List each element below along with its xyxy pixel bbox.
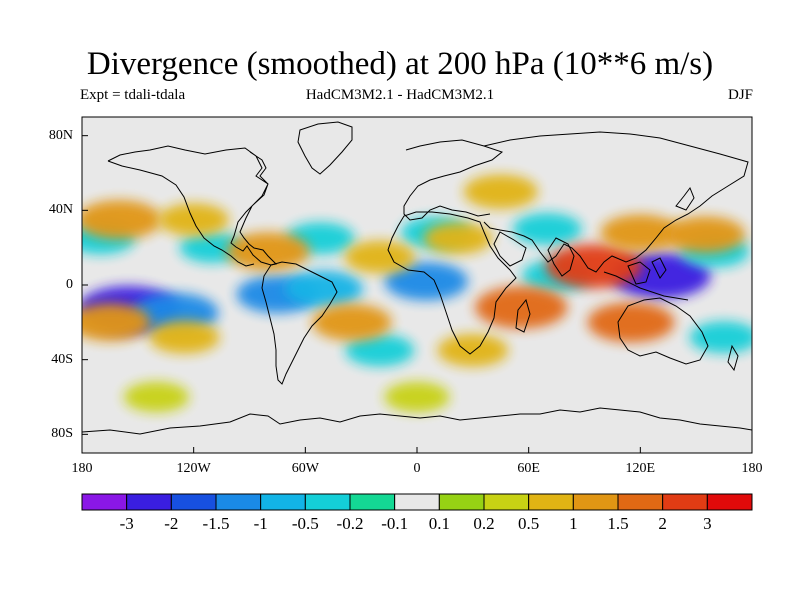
experiment-label: Expt = tdali-tdala bbox=[80, 87, 186, 103]
field-anomaly-22 bbox=[423, 222, 493, 255]
field-anomaly-20 bbox=[311, 303, 392, 341]
axis-ticks bbox=[81, 135, 753, 453]
colorbar-label-3: -1 bbox=[253, 514, 268, 533]
colorbar-label-4: -0.5 bbox=[291, 514, 319, 533]
colorbar-swatch-7 bbox=[394, 493, 440, 511]
y-tick-label-3: 40S bbox=[51, 351, 73, 367]
colorbar-swatch-10 bbox=[528, 493, 574, 511]
field-anomaly-14 bbox=[345, 334, 415, 367]
field-anomaly-23 bbox=[463, 174, 538, 209]
colorbar-label-11: 1.5 bbox=[607, 514, 629, 533]
colorbar-label-7: 0.1 bbox=[428, 514, 450, 533]
colorbar-label-12: 2 bbox=[658, 514, 667, 533]
x-tick-label-3: 0 bbox=[413, 461, 421, 476]
field-anomaly-9 bbox=[512, 213, 582, 245]
field-anomaly-26 bbox=[587, 302, 675, 343]
colorbar-swatch-4 bbox=[260, 493, 306, 511]
y-tick-label-4: 80S bbox=[51, 426, 73, 442]
field-anomaly-13 bbox=[689, 321, 752, 354]
coast-north-america bbox=[107, 145, 278, 266]
field-anomaly-30 bbox=[123, 381, 190, 413]
field-anomaly-18 bbox=[82, 303, 151, 342]
coast-arabia bbox=[493, 231, 527, 267]
field-anomaly-19 bbox=[148, 320, 220, 354]
colorbar-label-8: 0.2 bbox=[473, 514, 495, 533]
colorbar-swatch-5 bbox=[304, 493, 351, 511]
coast-india bbox=[547, 237, 575, 277]
colorbar bbox=[81, 493, 753, 511]
colorbar-swatch-6 bbox=[349, 493, 396, 511]
field-anomaly-28 bbox=[665, 216, 746, 254]
x-tick-label-5: 120E bbox=[625, 461, 656, 476]
colorbar-swatch-1 bbox=[126, 493, 172, 511]
divergence-field bbox=[82, 174, 752, 413]
field-anomaly-31 bbox=[384, 381, 450, 413]
field-anomaly-5 bbox=[284, 270, 363, 307]
colorbar-label-9: 0.5 bbox=[518, 514, 540, 533]
coast-africa bbox=[387, 211, 517, 355]
colorbar-label-1: -2 bbox=[164, 514, 179, 533]
x-tick-label-1: 120W bbox=[176, 461, 211, 476]
field-anomaly-7 bbox=[384, 262, 469, 301]
coast-madagascar bbox=[515, 298, 531, 333]
coast-asia bbox=[483, 131, 749, 273]
y-tick-label-2: 0 bbox=[66, 277, 73, 292]
coastlines bbox=[82, 121, 752, 435]
coast-indonesia bbox=[603, 257, 689, 301]
coast-antarctica bbox=[82, 407, 752, 435]
coast-new-zealand bbox=[727, 344, 739, 372]
colorbar-label-13: 3 bbox=[703, 514, 712, 533]
x-tick-label-6: 180 bbox=[741, 461, 763, 476]
model-label: HadCM3M2.1 - HadCM3M2.1 bbox=[305, 87, 495, 103]
colorbar-label-10: 1 bbox=[569, 514, 578, 533]
colorbar-swatch-0 bbox=[81, 493, 128, 511]
y-tick-label-0: 80N bbox=[48, 127, 73, 143]
colorbar-swatch-14 bbox=[706, 493, 753, 511]
x-tick-label-2: 60W bbox=[291, 461, 319, 476]
colorbar-swatch-13 bbox=[662, 493, 708, 511]
season-label: DJF bbox=[727, 87, 753, 103]
colorbar-swatch-2 bbox=[170, 493, 217, 511]
coast-south-america bbox=[261, 261, 338, 385]
y-tick-label-1: 40N bbox=[48, 202, 73, 218]
field-anomaly-16 bbox=[158, 203, 230, 237]
coast-australia bbox=[617, 297, 709, 365]
colorbar-swatch-3 bbox=[215, 493, 262, 511]
field-anomaly-29 bbox=[437, 333, 509, 367]
plot-title: Divergence (smoothed) at 200 hPa (10**6 … bbox=[86, 46, 714, 82]
coast-japan bbox=[675, 186, 695, 211]
colorbar-swatch-11 bbox=[572, 493, 619, 511]
coast-europe bbox=[403, 139, 504, 221]
field-anomaly-24 bbox=[475, 286, 568, 329]
coast-north-america-west bbox=[107, 160, 255, 267]
colorbar-label-5: -0.2 bbox=[336, 514, 364, 533]
colorbar-label-6: -0.1 bbox=[381, 514, 409, 533]
colorbar-swatch-8 bbox=[438, 493, 485, 511]
colorbar-swatch-12 bbox=[617, 493, 664, 511]
x-tick-label-4: 60E bbox=[517, 461, 540, 476]
colorbar-label-0: -3 bbox=[119, 514, 134, 533]
coast-greenland bbox=[297, 121, 353, 175]
field-anomaly-27 bbox=[600, 214, 681, 252]
colorbar-label-2: -1.5 bbox=[202, 514, 230, 533]
field-anomaly-15 bbox=[82, 200, 162, 240]
colorbar-swatch-9 bbox=[483, 493, 530, 511]
x-tick-label-0: 180 bbox=[71, 461, 93, 476]
field-anomaly-21 bbox=[344, 240, 416, 274]
